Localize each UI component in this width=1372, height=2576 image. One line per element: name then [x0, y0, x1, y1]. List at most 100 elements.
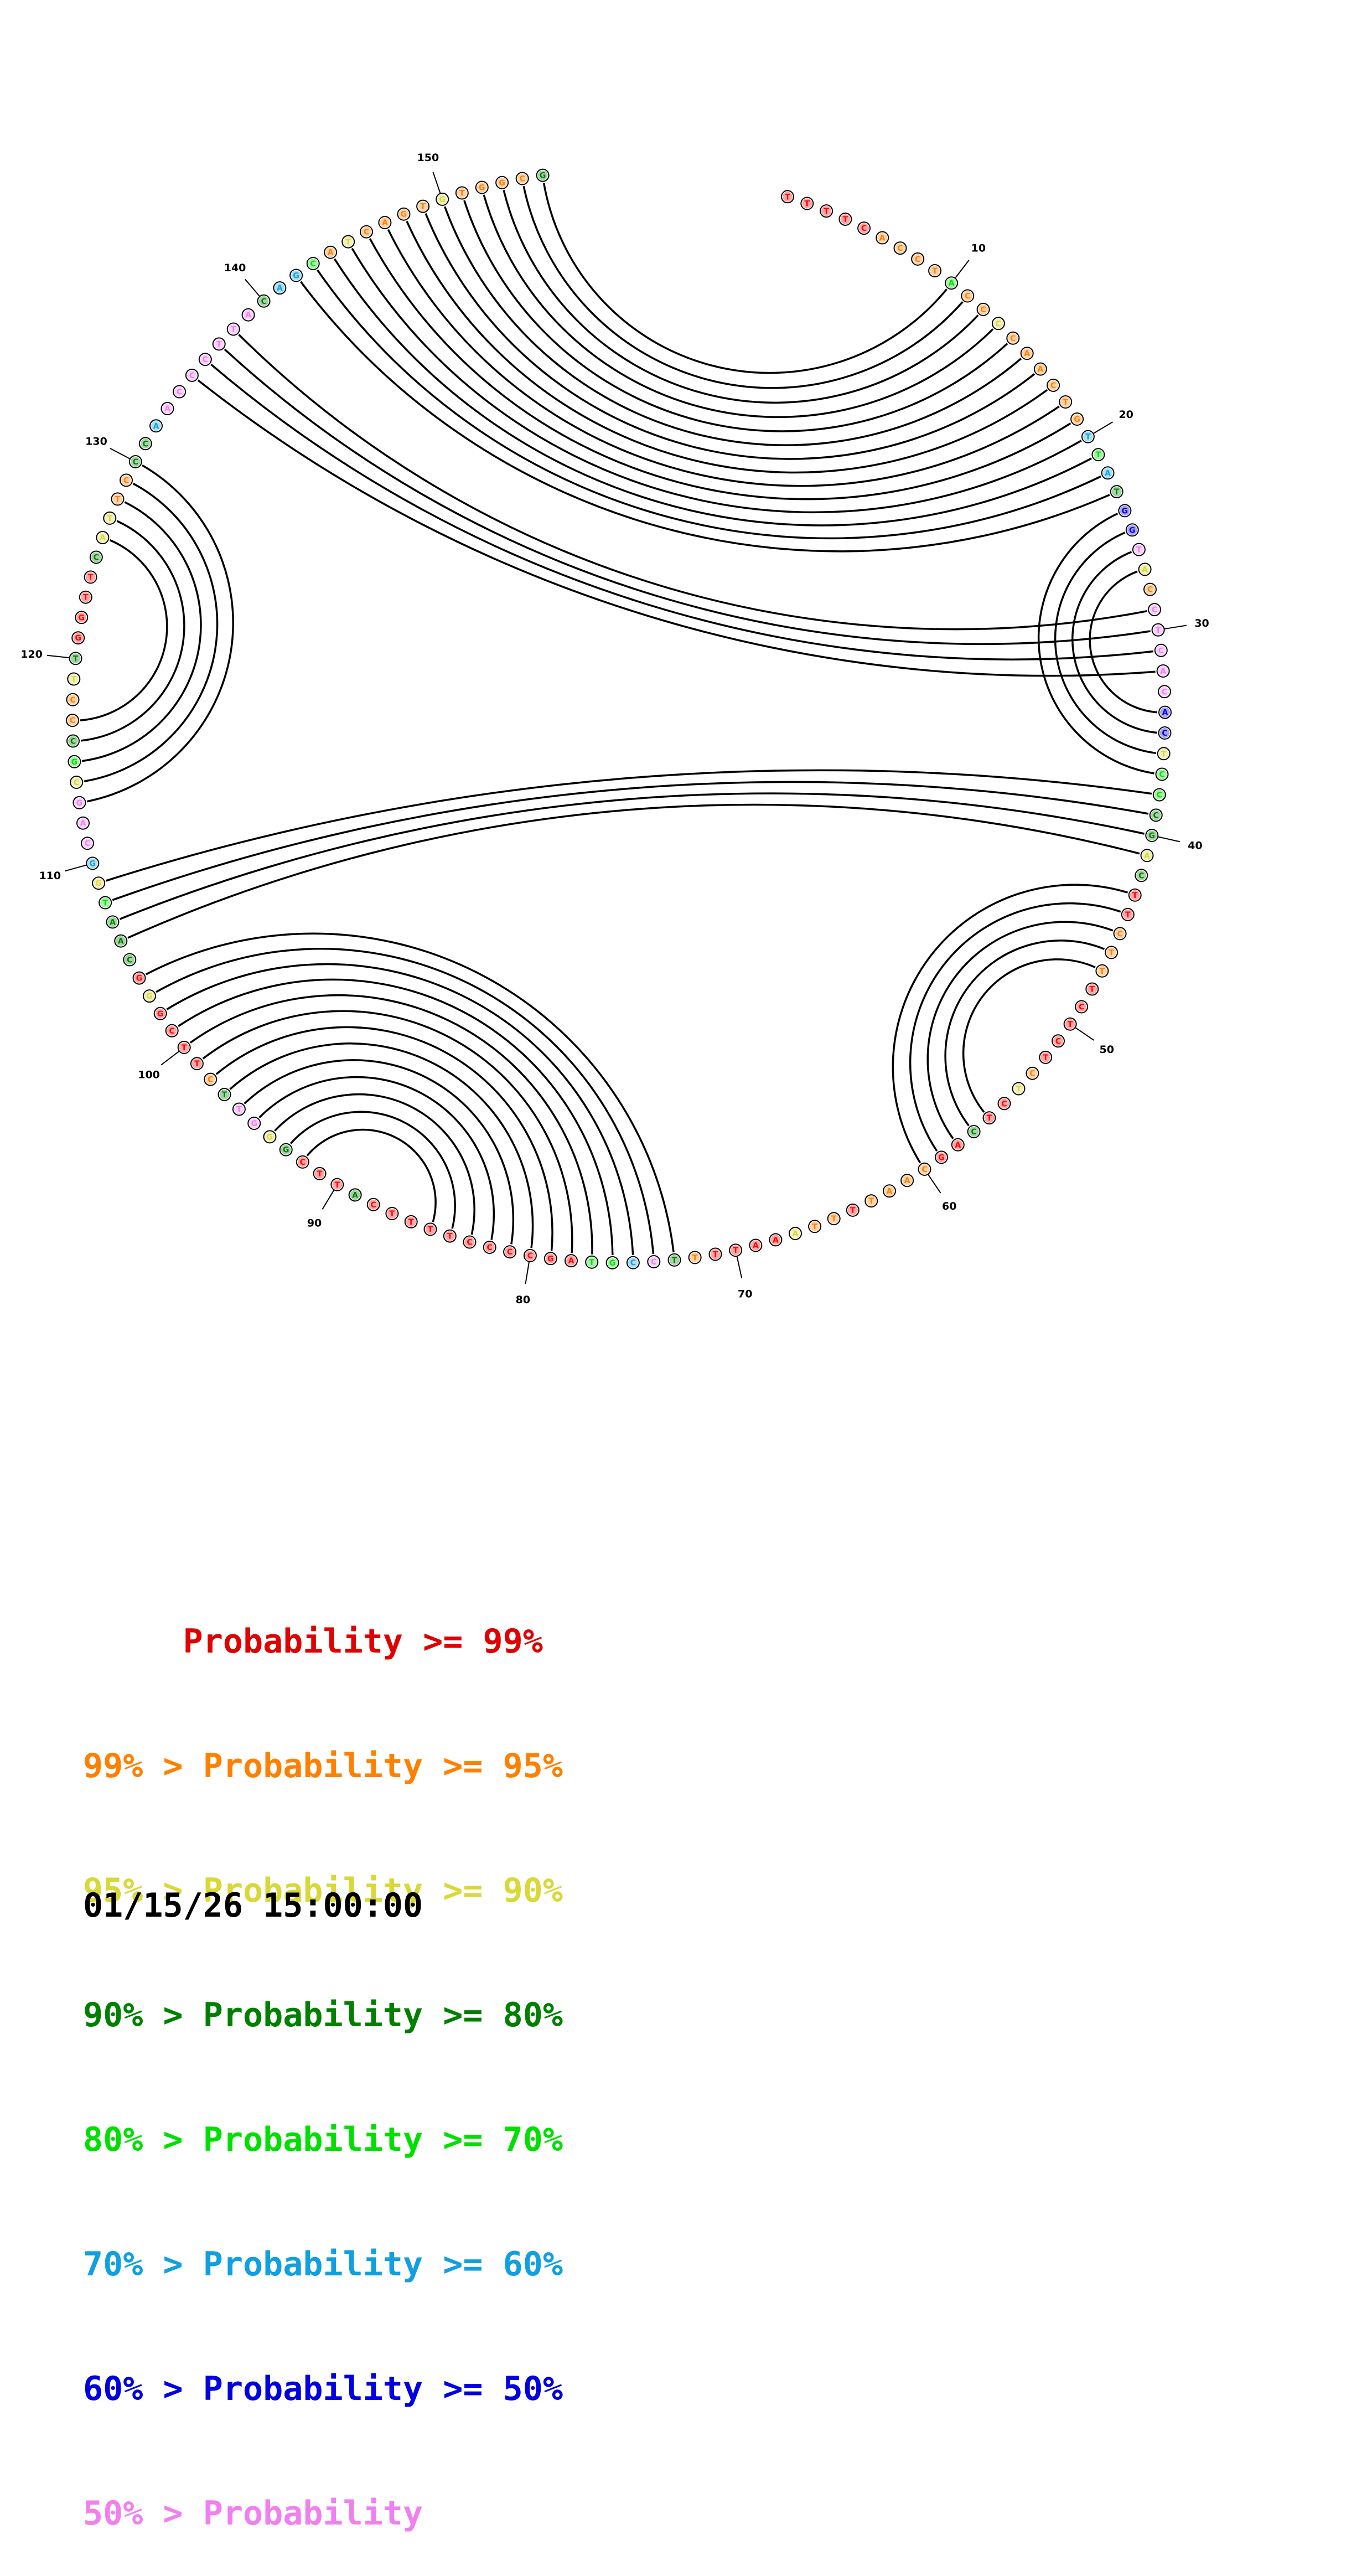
- nucleotide-letter: G: [401, 210, 407, 219]
- nucleotide-letter: C: [123, 476, 129, 485]
- nucleotide-letter: C: [261, 297, 266, 306]
- nucleotide-circle: [416, 199, 430, 213]
- nucleotide-circle: [306, 257, 320, 270]
- nucleotide-fill: [325, 247, 336, 257]
- nucleotide-fill: [1159, 728, 1170, 738]
- nucleotide-circle: [1143, 582, 1157, 596]
- nucleotide-letter: T: [1090, 985, 1095, 994]
- base-pair-arc: [892, 884, 1128, 1164]
- nucleotide-letter: T: [71, 675, 77, 684]
- tick-mark: [525, 1262, 530, 1284]
- nucleotide-fill: [68, 715, 77, 726]
- nucleotide-circle: [883, 1184, 896, 1198]
- nucleotide-letter: T: [824, 207, 829, 216]
- nucleotide: C: [1158, 685, 1171, 699]
- nucleotide-letter: A: [118, 937, 124, 946]
- nucleotide-fill: [1120, 505, 1130, 516]
- nucleotide-fill: [78, 818, 88, 828]
- nucleotide-fill: [537, 170, 548, 180]
- nucleotide-circle: [647, 1255, 661, 1268]
- nucleotide: T: [443, 1229, 457, 1243]
- nucleotide: C: [306, 257, 320, 270]
- nucleotide-letter: C: [1001, 1099, 1007, 1108]
- nucleotide-letter: G: [547, 1255, 554, 1263]
- nucleotide-circle: [1151, 623, 1165, 637]
- nucleotide-letter: A: [904, 1176, 910, 1185]
- base-pair-arc: [258, 1076, 495, 1240]
- nucleotide-circle: [565, 1254, 578, 1268]
- nucleotide-letter: C: [915, 255, 920, 264]
- nucleotide-letter: T: [868, 1197, 874, 1206]
- nucleotide-letter: T: [672, 1256, 677, 1265]
- legend-row-text: Probability >= 90%: [203, 1871, 563, 1910]
- nucleotide: C: [1052, 1034, 1065, 1048]
- nucleotide-letter: T: [1161, 750, 1167, 758]
- nucleotide: C: [1143, 582, 1157, 596]
- base-pair-arc: [82, 501, 202, 762]
- nucleotide-letter: T: [1100, 967, 1105, 976]
- nucleotide-circle: [857, 221, 871, 235]
- nucleotide-fill: [1040, 1052, 1051, 1062]
- nucleotide: A: [951, 1138, 965, 1152]
- nucleotide-circle: [138, 437, 152, 451]
- nucleotide-circle: [385, 1207, 399, 1220]
- nucleotide-circle: [1121, 907, 1135, 921]
- nucleotide-letter: T: [692, 1253, 698, 1262]
- nucleotide: T: [846, 1203, 860, 1217]
- base-pair-arcs: [80, 183, 1158, 1255]
- nucleotide-fill: [1140, 564, 1150, 575]
- nucleotide-letter: A: [753, 1242, 759, 1251]
- nucleotide-fill: [1158, 666, 1168, 676]
- nucleotide-fill: [121, 475, 131, 486]
- legend-row-prefix: 70% >: [83, 2245, 183, 2284]
- nucleotide: T: [1095, 964, 1109, 978]
- nucleotide: T: [330, 1178, 344, 1191]
- nucleotide-fill: [750, 1240, 761, 1251]
- nucleotide-fill: [162, 404, 173, 414]
- nucleotide: C: [997, 1097, 1011, 1111]
- nucleotide-circle: [1158, 705, 1172, 719]
- nucleotide-fill: [840, 214, 851, 224]
- nucleotide-circle: [86, 856, 100, 870]
- nucleotide-letter: T: [73, 654, 79, 663]
- nucleotide: G: [92, 876, 106, 890]
- base-pair-arc: [369, 238, 1071, 500]
- nucleotide-letter: T: [831, 1215, 837, 1224]
- nucleotide-circle: [190, 1057, 204, 1071]
- nucleotide-fill: [936, 1152, 946, 1163]
- nucleotide-circle: [1145, 829, 1159, 842]
- tick-mark: [432, 172, 441, 193]
- nucleotide-letter: C: [487, 1243, 493, 1252]
- nucleotide: T: [729, 1243, 743, 1257]
- nucleotide-circle: [1033, 362, 1047, 376]
- base-pair-arc: [105, 769, 1152, 882]
- nucleotide: C: [204, 1072, 218, 1086]
- nucleotide-circle: [92, 876, 106, 890]
- nucleotide: T: [313, 1166, 327, 1180]
- nucleotide-letter: T: [236, 1106, 242, 1114]
- base-pair-arc: [306, 1128, 437, 1222]
- nucleotide-circle: [218, 1088, 231, 1101]
- nucleotide: T: [1151, 623, 1165, 637]
- nucleotide-fill: [1160, 707, 1170, 717]
- nucleotide-letter: C: [1117, 930, 1122, 938]
- nucleotide-fill: [1145, 584, 1155, 595]
- nucleotide: T: [827, 1212, 841, 1226]
- nucleotide-circle: [893, 241, 907, 255]
- nucleotide: T: [928, 264, 942, 277]
- nucleotide-circle: [289, 269, 303, 282]
- nucleotide-fill: [946, 278, 957, 288]
- nucleotide-fill: [314, 1168, 325, 1179]
- nucleotide-circle: [729, 1243, 743, 1257]
- nucleotide-letter: G: [1122, 507, 1128, 515]
- nucleotide-fill: [70, 653, 81, 664]
- nucleotide: C: [128, 455, 142, 468]
- nucleotide-letter: C: [364, 228, 369, 237]
- nucleotide: T: [781, 190, 794, 204]
- base-pair-arc: [202, 1010, 573, 1253]
- nucleotide-fill: [1150, 605, 1159, 615]
- nucleotide-circle: [626, 1256, 640, 1269]
- nucleotide-fill: [710, 1249, 721, 1259]
- nucleotide-letter: G: [609, 1259, 616, 1268]
- nucleotide: A: [378, 216, 392, 229]
